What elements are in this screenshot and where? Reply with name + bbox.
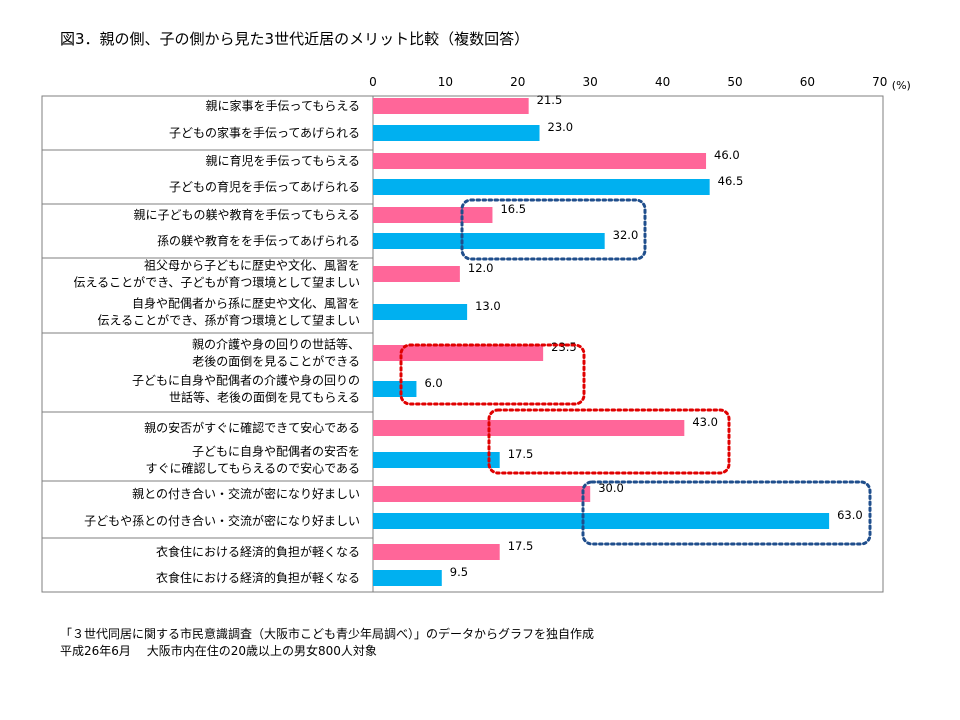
category-label: 孫の躾や教育をを手伝ってあげられる bbox=[157, 233, 360, 248]
x-tick-label: 50 bbox=[727, 75, 742, 89]
child-bar bbox=[373, 381, 417, 397]
category-label: 子どもに自身や配偶者の介護や身の回りの bbox=[132, 373, 360, 388]
category-label: 祖父母から子どもに歴史や文化、風習を bbox=[144, 258, 360, 273]
child-bar bbox=[373, 125, 540, 141]
child-bar bbox=[373, 513, 830, 529]
category-label: 衣食住における経済的負担が軽くなる bbox=[156, 544, 360, 559]
category-label: 老後の面倒を見ることができる bbox=[192, 354, 360, 369]
parent-bar bbox=[373, 345, 544, 361]
child-bar bbox=[373, 570, 442, 586]
parent-bar bbox=[373, 486, 591, 502]
child-bar bbox=[373, 452, 500, 468]
parent-bar bbox=[373, 420, 685, 436]
category-label: 衣食住における経済的負担が軽くなる bbox=[156, 570, 360, 585]
value-label: 30.0 bbox=[598, 481, 624, 495]
chart-title: 図3．親の側、子の側から見た3世代近居のメリット比較（複数回答） bbox=[60, 30, 529, 48]
category-label: 子どもの育児を手伝ってあげられる bbox=[169, 179, 360, 194]
parent-bar bbox=[373, 266, 460, 282]
value-label: 46.5 bbox=[718, 174, 744, 188]
category-label: 親に子どもの躾や教育を手伝ってもらえる bbox=[134, 207, 360, 222]
x-tick-label: 60 bbox=[800, 75, 815, 89]
x-tick-label: 70 bbox=[872, 75, 887, 89]
value-label: 23.5 bbox=[551, 340, 577, 354]
category-label: 親の安否がすぐに確認できて安心である bbox=[144, 420, 360, 435]
x-tick-label: 20 bbox=[510, 75, 525, 89]
x-tick-label: 10 bbox=[438, 75, 453, 89]
highlight-box bbox=[487, 408, 731, 475]
highlight-box bbox=[581, 480, 872, 546]
x-tick-label: 30 bbox=[583, 75, 598, 89]
value-label: 17.5 bbox=[508, 447, 534, 461]
value-label: 9.5 bbox=[450, 565, 468, 579]
value-label: 21.5 bbox=[537, 93, 563, 107]
x-axis-unit: (%) bbox=[892, 79, 911, 92]
parent-bar bbox=[373, 207, 493, 223]
highlight-box bbox=[460, 198, 647, 261]
category-label: 子どもの家事を手伝ってあげられる bbox=[169, 125, 360, 140]
value-label: 6.0 bbox=[424, 376, 442, 390]
category-label: 親に育児を手伝ってもらえる bbox=[206, 153, 360, 168]
value-label: 46.0 bbox=[714, 148, 740, 162]
parent-bar bbox=[373, 544, 500, 560]
category-label: 子どもや孫との付き合い・交流が密になり好ましい bbox=[84, 513, 360, 528]
source-note: 「３世代同居に関する市民意識調査（大阪市こども青少年局調べ）」のデータからグラフ… bbox=[60, 627, 595, 641]
value-label: 32.0 bbox=[613, 228, 639, 242]
highlight-box bbox=[399, 343, 586, 406]
value-label: 23.0 bbox=[548, 120, 574, 134]
category-label: 親との付き合い・交流が密になり好ましい bbox=[132, 486, 360, 501]
category-label: 子どもに自身や配偶者の安否を bbox=[192, 444, 360, 459]
value-label: 13.0 bbox=[475, 299, 501, 313]
category-label: 伝えることができ、子どもが育つ環境として望ましい bbox=[74, 275, 360, 290]
x-tick-label: 0 bbox=[369, 75, 377, 89]
child-bar bbox=[373, 233, 605, 249]
category-label: 伝えることができ、孫が育つ環境として望ましい bbox=[98, 313, 360, 328]
survey-note: 平成26年6月 大阪市内在住の20歳以上の男女800人対象 bbox=[60, 644, 377, 658]
child-bar bbox=[373, 179, 710, 195]
value-label: 16.5 bbox=[500, 202, 526, 216]
value-label: 43.0 bbox=[692, 415, 718, 429]
parent-bar bbox=[373, 98, 529, 114]
value-label: 12.0 bbox=[468, 261, 494, 275]
category-label: 世話等、老後の面倒を見てもらえる bbox=[169, 390, 360, 405]
value-label: 63.0 bbox=[837, 508, 863, 522]
parent-bar bbox=[373, 153, 707, 169]
category-label: 親に家事を手伝ってもらえる bbox=[206, 98, 360, 113]
plot-frame bbox=[41, 95, 884, 593]
x-tick-label: 40 bbox=[655, 75, 670, 89]
category-label: すぐに確認してもらえるので安心である bbox=[145, 461, 360, 476]
category-label: 自身や配偶者から孫に歴史や文化、風習を bbox=[132, 296, 360, 311]
value-label: 17.5 bbox=[508, 539, 534, 553]
child-bar bbox=[373, 304, 468, 320]
category-label: 親の介護や身の回りの世話等、 bbox=[192, 337, 360, 352]
